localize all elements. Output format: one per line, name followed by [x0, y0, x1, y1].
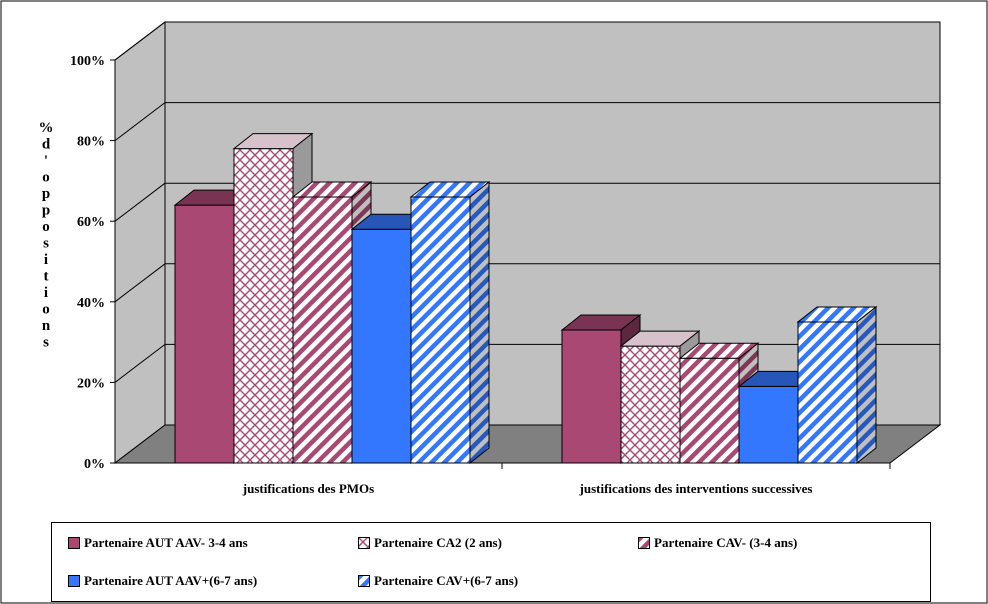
bar-front [410, 196, 471, 464]
bar-side [469, 180, 490, 465]
legend-item: Partenaire CAV+(6-7 ans) [358, 573, 518, 589]
bar-front [679, 357, 740, 464]
bar-side-shade [857, 306, 876, 463]
bar-side [856, 305, 877, 465]
legend-item: Partenaire CAV- (3-4 ans) [638, 535, 797, 551]
legend-item: Partenaire AUT AAV+(6-7 ans) [68, 573, 257, 589]
legend-swatch [358, 575, 370, 587]
bar-group [560, 305, 878, 465]
side-wall [114, 20, 166, 465]
bar-front [797, 321, 858, 464]
bar-front [351, 228, 412, 464]
bar [409, 180, 491, 465]
y-tick-label: 40% [77, 296, 105, 311]
bar-front [620, 345, 681, 464]
legend-item: Partenaire CA2 (2 ans) [358, 535, 502, 551]
legend-swatch [68, 537, 80, 549]
legend-swatch [638, 537, 650, 549]
gridline-side [114, 102, 166, 141]
bar-group [173, 132, 491, 465]
legend: Partenaire AUT AAV- 3-4 ans Partenaire CA… [51, 522, 931, 602]
bar-front [738, 385, 799, 464]
y-tick-label: 20% [77, 376, 105, 391]
legend-label: Partenaire CAV- (3-4 ans) [654, 535, 798, 550]
legend-label: Partenaire CAV+(6-7 ans) [374, 573, 519, 588]
gridline-side [114, 21, 166, 61]
legend-label: Partenaire AUT AAV+(6-7 ans) [84, 573, 258, 588]
legend-swatch [358, 537, 370, 549]
legend-label: Partenaire AUT AAV- 3-4 ans [84, 535, 248, 550]
legend-swatch [68, 575, 80, 587]
legend-item: Partenaire AUT AAV- 3-4 ans [68, 535, 248, 551]
legend-label: Partenaire CA2 (2 ans) [374, 535, 502, 550]
gridline-side [114, 182, 166, 222]
x-tick-label: justifications des PMOs [242, 481, 374, 496]
y-tick-label: 100% [70, 54, 105, 69]
y-tick-label: 80% [77, 135, 105, 150]
gridline-side [114, 344, 166, 383]
bar-front [561, 329, 622, 464]
bar-side-shade [470, 182, 489, 463]
y-tick-label: 60% [77, 215, 105, 230]
gridline-side [114, 263, 166, 303]
bar-front [233, 148, 294, 464]
bar-front [292, 196, 353, 464]
y-axis-label: % d ' o p p o s i t i o n s [39, 120, 54, 351]
y-tick-label: 0% [84, 457, 105, 472]
bar [796, 305, 878, 465]
bar-front [174, 204, 235, 464]
x-tick-label: justifications des interventions success… [579, 481, 813, 496]
